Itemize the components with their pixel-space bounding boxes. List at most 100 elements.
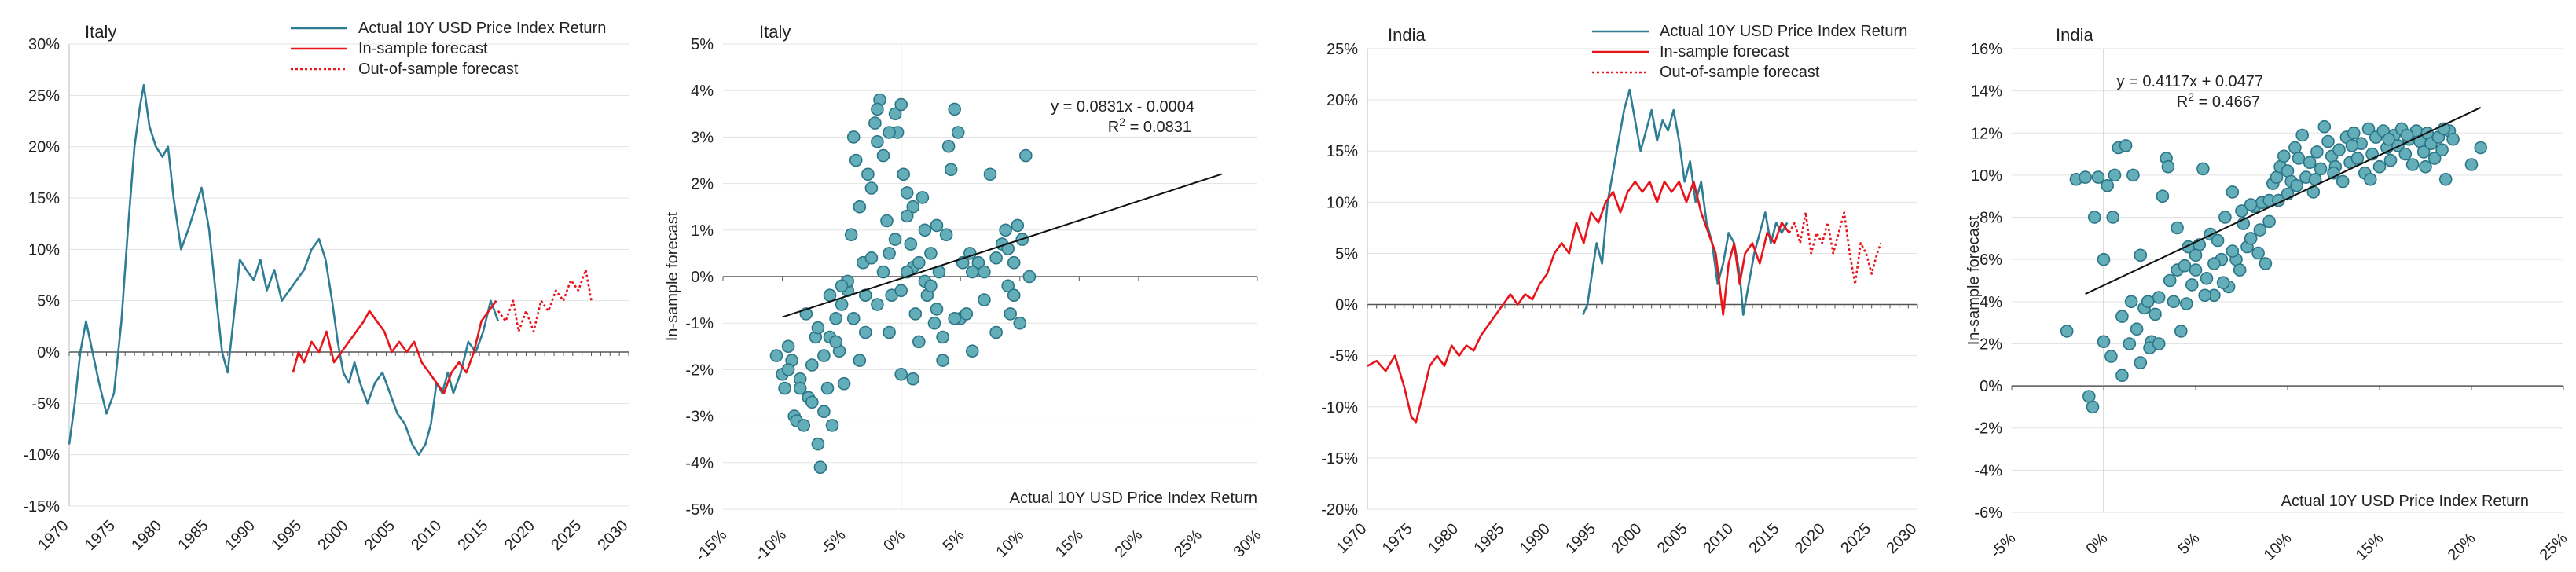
india-scatter-point [2400,128,2414,142]
india-scatter-point [2303,156,2317,170]
italy-scatter-r2-label: R [1108,119,1119,136]
india-scatter-r2: R2 = 0.4667 [2177,90,2260,111]
italy-scatter-point [849,153,863,167]
italy-ts-ytick-label: -5% [31,395,60,412]
italy-scatter-point [944,163,958,177]
india-scatter-point [2235,204,2248,218]
italy-scatter-point [888,107,902,121]
italy-scatter-point [868,116,882,130]
india-scatter-point [2106,211,2119,224]
india-ts-ytick-label: 10% [1327,194,1358,211]
india-scatter-point [2382,133,2395,146]
india-scatter-point [2321,134,2335,148]
italy-scatter-xtick-label: 10% [993,526,1027,561]
italy-scatter-equation: y = 0.0831x - 0.0004 [1051,98,1194,116]
india-ts-group: India -20% -15% -10% -5% 0% 5% 10% 15% 20% 25% 1970… [1321,23,1920,557]
italy-scatter-point [883,126,896,139]
italy-scatter-point [829,335,842,349]
india-ts-xtick-label: 2030 [1884,520,1921,557]
india-scatter-point [2345,139,2359,152]
india-ts-xtick-label: 2000 [1609,520,1646,557]
italy-ts-ytick-label: -10% [23,447,60,464]
india-ts-ytick-label: 15% [1327,143,1358,160]
italy-scatter-fit-line [782,173,1222,318]
italy-scatter-point [897,167,910,182]
india-ts-xtick-label: 2005 [1654,520,1691,557]
india-ts-xtick-label: 2020 [1792,520,1829,557]
india-scatter-point [2446,133,2460,146]
italy-scatter-point [918,223,932,237]
india-scatter-point [2438,173,2453,186]
india-scatter-point [2383,153,2398,167]
italy-scatter-r2-sup: 2 [1119,116,1125,128]
italy-scatter-point [864,251,879,265]
india-scatter-point [2178,258,2192,273]
india-scatter-xtick-label: 25% [2537,530,2571,564]
india-scatter-point [2134,356,2148,369]
italy-scatter-ytick-label: 5% [691,36,714,53]
india-scatter-point [2361,122,2376,136]
italy-scatter-point [941,139,956,153]
italy-scatter-point [853,200,867,214]
italy-scatter-point [805,358,819,372]
india-scatter-point [2253,223,2267,236]
india-ts-ytick-label: -10% [1321,399,1358,416]
italy-scatter-point [793,381,807,395]
italy-scatter-r2: R2 = 0.0831 [1108,116,1191,136]
india-scatter-point [2156,189,2170,203]
italy-scatter-point [904,237,918,251]
italy-scatter-point [871,298,884,311]
india-scatter-point [2416,145,2431,159]
india-scatter-point [2196,162,2210,176]
india-ts-ytick-label: 25% [1327,41,1358,58]
italy-scatter-point [859,325,872,339]
india-ts-xtick-label: 2010 [1700,520,1737,557]
india-scatter-point [2060,324,2074,338]
india-ts-ytick-label: -15% [1321,450,1358,468]
india-scatter-ytick-label: 0% [1980,378,2002,395]
india-scatter-r2-value: = 0.4667 [2194,94,2260,111]
india-scatter-point [2189,263,2203,277]
india-scatter-xtick-label: 0% [2083,530,2112,558]
italy-scatter-ylabel: In-sample forecast [664,211,681,341]
italy-scatter-point [811,437,825,451]
italy-scatter-point [861,167,875,182]
italy-scatter-point [880,214,894,228]
italy-scatter-point [978,265,991,279]
italy-scatter-point [894,284,908,298]
italy-scatter-point [835,279,849,293]
india-scatter-point [2218,211,2232,224]
india-scatter-point [2211,233,2225,248]
india-ts-series-actual [1582,88,1789,316]
india-scatter-point [2097,252,2111,266]
india-ts-legend-label: Actual 10Y USD Price Index Return [1660,23,1907,40]
italy-scatter-point [966,265,979,279]
india-scatter-ytick-label: 14% [1971,83,2002,101]
india-scatter-xlabel: Actual 10Y USD Price Index Return [2281,493,2529,510]
italy-scatter-xlabel: Actual 10Y USD Price Index Return [1010,490,1257,507]
india-scatter-point [2310,145,2324,159]
india-scatter-point [2435,143,2449,156]
italy-scatter-point [846,130,861,144]
italy-scatter-point [864,182,879,195]
italy-scatter-point [930,302,944,316]
italy-scatter-ytick-label: -3% [685,409,714,426]
india-scatter-title: India [2056,25,2093,45]
india-ts-series-forecast [1367,181,1790,424]
italy-scatter-xtick-label: 30% [1231,526,1265,561]
india-scatter-point [2405,158,2420,171]
india-scatter-point [2474,141,2487,155]
india-scatter-ytick-label: 10% [1971,167,2002,185]
italy-ts-legend-label: In-sample forecast [358,40,488,57]
italy-scatter-point [876,265,890,279]
italy-ts-title: Italy [85,22,116,42]
italy-scatter-point [811,321,825,335]
italy-scatter-point [1007,288,1021,302]
india-scatter-ytick-label: -4% [1974,462,2002,479]
italy-scatter-point [883,247,896,260]
italy-scatter-point [924,247,938,260]
india-scatter-point [2198,288,2211,302]
italy-scatter-xtick-label: 15% [1052,526,1087,561]
india-scatter-xtick-label: -5% [1987,530,2020,562]
italy-scatter-point [916,191,930,204]
